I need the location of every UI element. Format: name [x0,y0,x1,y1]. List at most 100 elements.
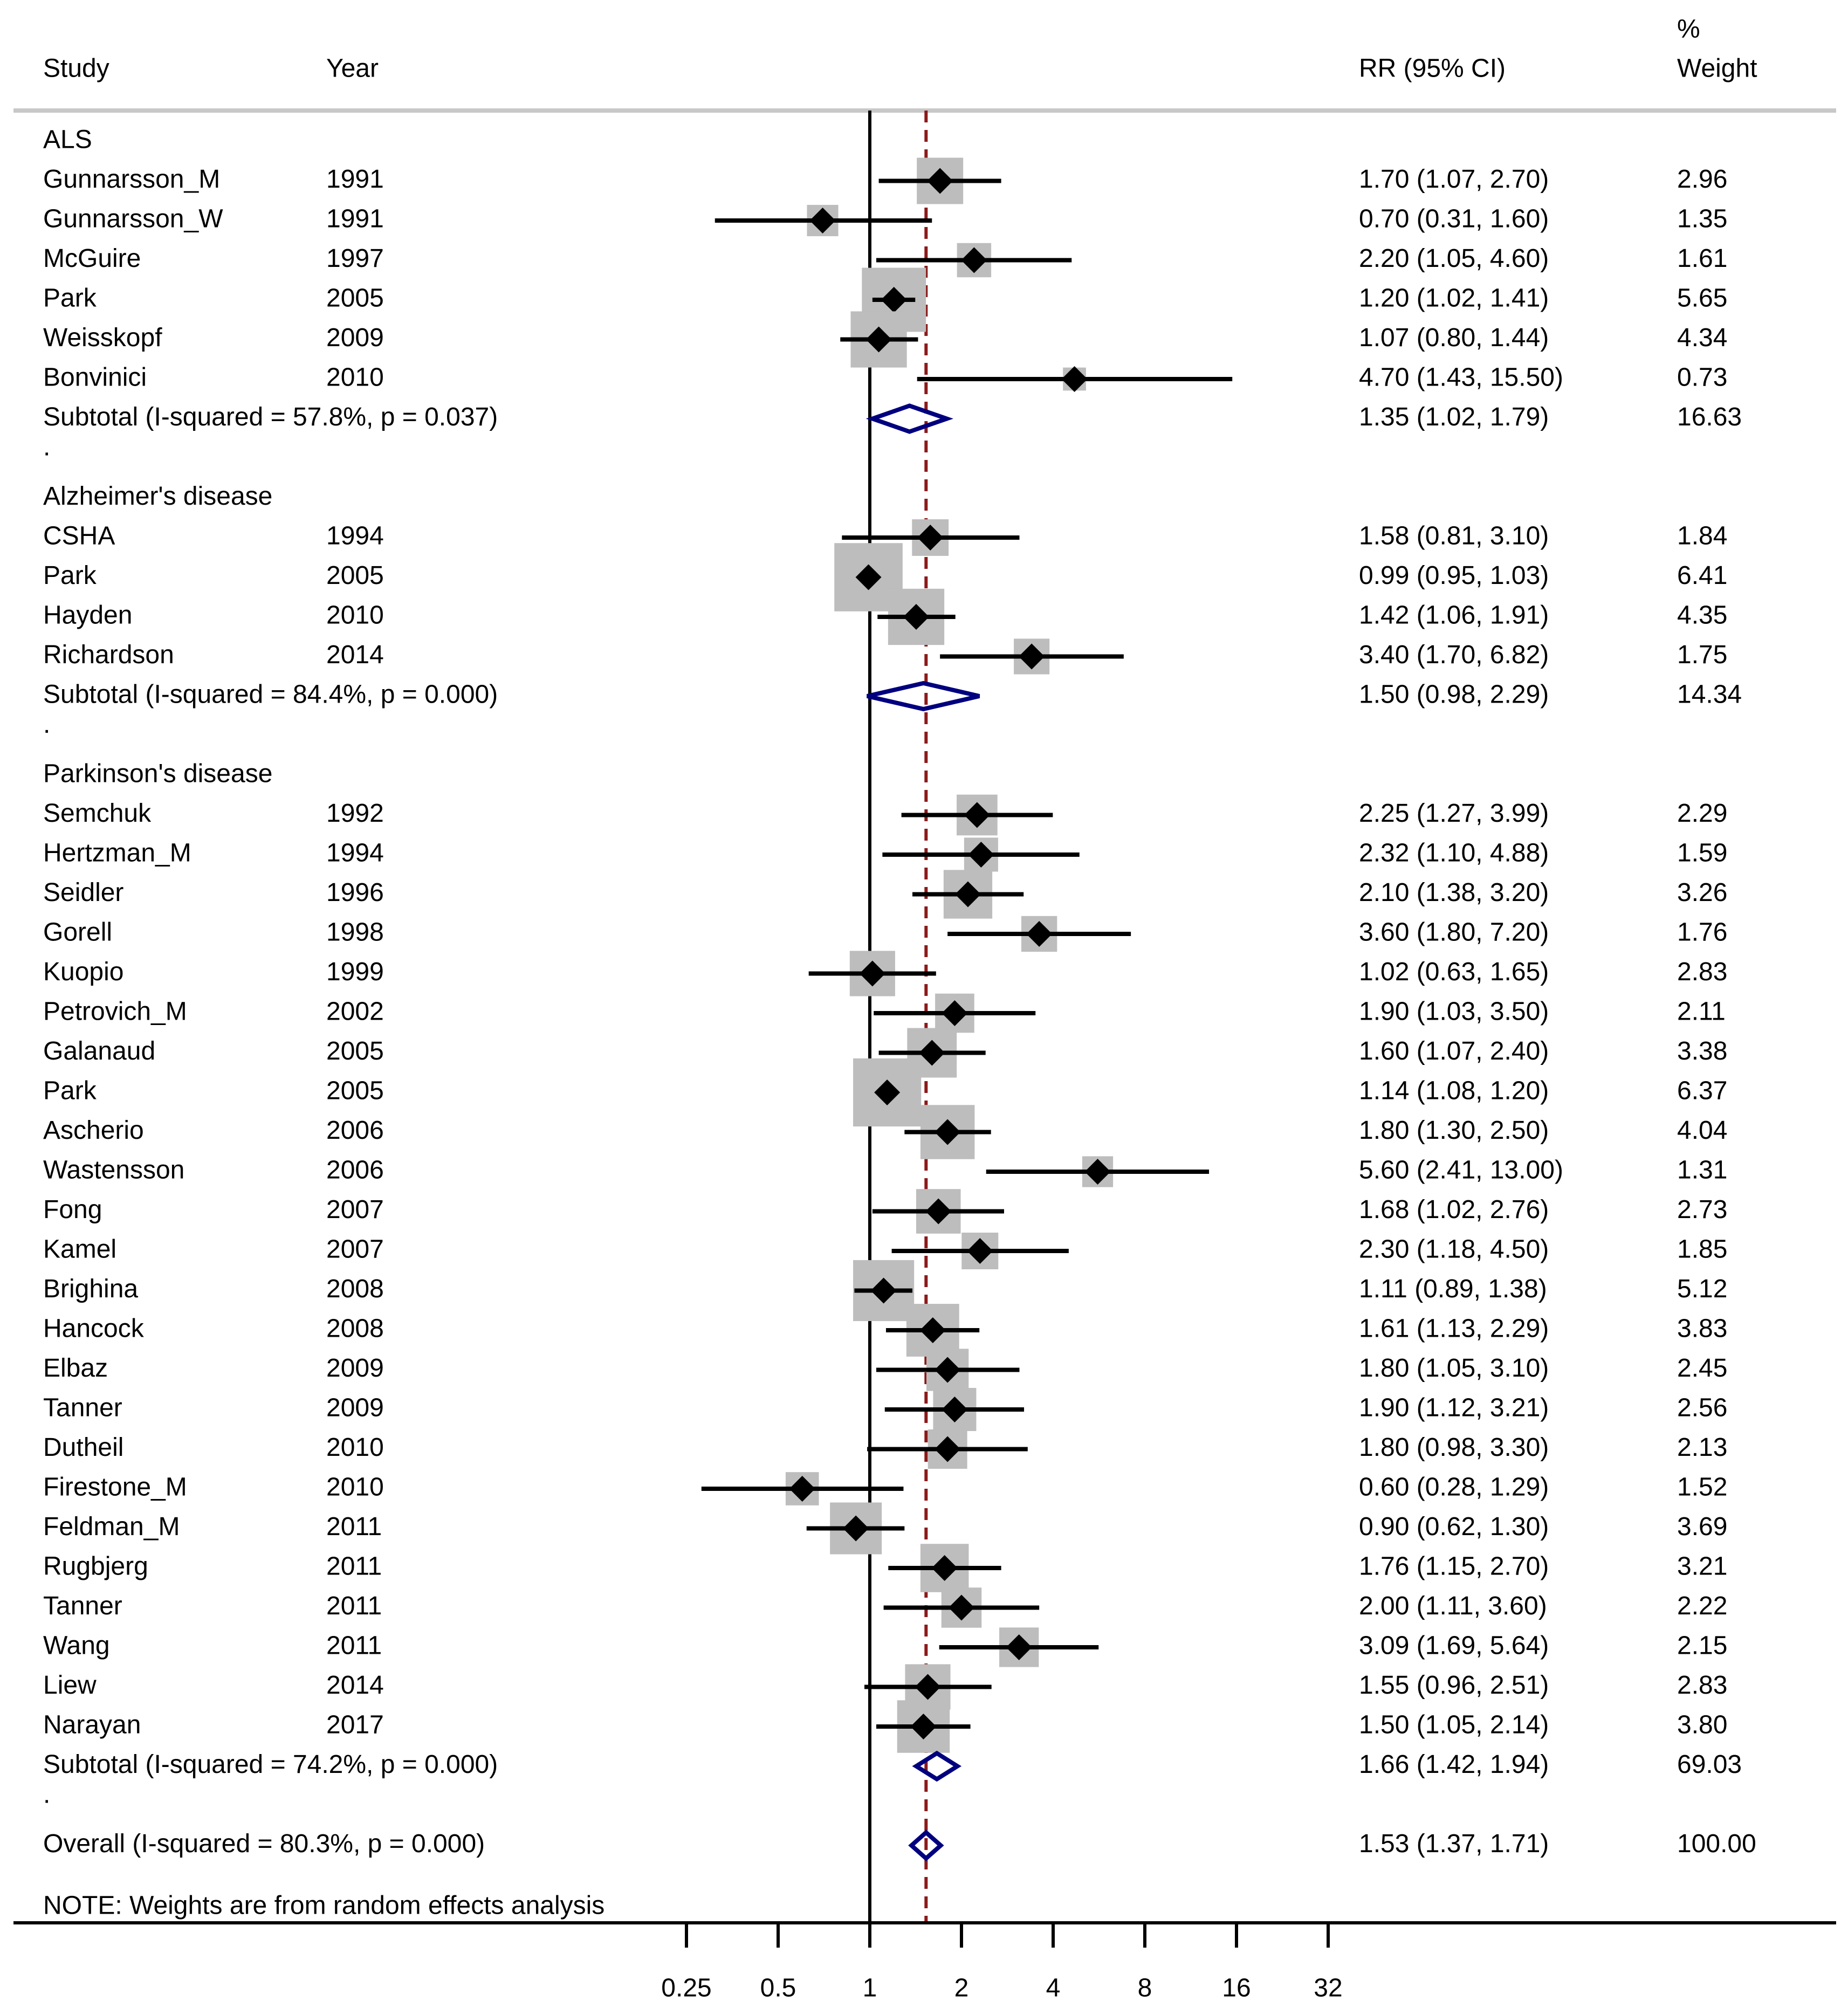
study-name: Seidler [43,878,123,907]
point-estimate [917,525,944,551]
study-ci: 1.80 (1.30, 2.50) [1359,1116,1549,1145]
point-estimate [968,842,994,868]
study-weight: 2.83 [1677,1671,1727,1700]
study-name: Park [43,1077,97,1105]
point-estimate [855,564,882,590]
point-estimate [927,168,953,194]
study-ci: 0.70 (0.31, 1.60) [1359,205,1549,233]
study-weight: 1.31 [1677,1156,1727,1185]
study-weight: 4.34 [1677,324,1727,352]
subtotal-ci: 1.66 (1.42, 1.94) [1359,1750,1549,1779]
study-name: Bonvinici [43,363,147,392]
study-ci: 3.09 (1.69, 5.64) [1359,1632,1549,1660]
point-estimate [874,1079,901,1105]
spacer-dot: . [43,710,50,739]
study-year: 2005 [326,1037,384,1065]
group-label: ALS [43,126,92,154]
subtotal-diamond [867,680,980,712]
study-name: Fong [43,1195,102,1224]
study-weight: 4.35 [1677,601,1727,630]
study-ci: 1.14 (1.08, 1.20) [1359,1077,1549,1105]
study-ci: 1.80 (0.98, 3.30) [1359,1433,1549,1462]
study-ci: 2.20 (1.05, 4.60) [1359,244,1549,273]
study-year: 2010 [326,1473,384,1502]
overall-ci: 1.53 (1.37, 1.71) [1359,1830,1549,1858]
study-year: 2017 [326,1711,384,1739]
study-weight: 3.80 [1677,1711,1727,1739]
study-name: Liew [43,1671,97,1700]
study-weight: 2.22 [1677,1592,1727,1620]
study-name: Richardson [43,641,174,669]
study-year: 2008 [326,1275,384,1303]
study-ci: 1.70 (1.07, 2.70) [1359,165,1549,194]
study-ci: 4.70 (1.43, 15.50) [1359,363,1563,392]
study-year: 2007 [326,1235,384,1264]
study-name: Gunnarsson_W [43,205,223,233]
subtotal-diamond [912,1750,962,1782]
subtotal-weight: 14.34 [1677,680,1742,709]
header-study: Study [43,54,109,83]
study-name: Rugbjerg [43,1552,148,1581]
point-estimate [1061,366,1088,392]
study-name: Park [43,561,97,590]
study-year: 2005 [326,284,384,313]
study-weight: 2.83 [1677,958,1727,986]
study-year: 2008 [326,1315,384,1343]
study-year: 1994 [326,522,384,551]
study-weight: 2.96 [1677,165,1727,194]
study-name: Brighina [43,1275,138,1303]
overall-weight: 100.00 [1677,1830,1756,1858]
study-name: Tanner [43,1394,122,1422]
study-ci: 1.58 (0.81, 3.10) [1359,522,1549,551]
study-name: Weisskopf [43,324,162,352]
study-weight: 2.11 [1677,998,1726,1026]
study-year: 2009 [326,1394,384,1422]
study-year: 1994 [326,839,384,868]
point-estimate [931,1555,958,1581]
study-year: 2007 [326,1195,384,1224]
study-year: 2011 [326,1512,382,1541]
study-name: Wastensson [43,1156,184,1185]
point-estimate [954,881,981,907]
study-ci: 0.90 (0.62, 1.30) [1359,1512,1549,1541]
overall-label: Overall (I-squared = 80.3%, p = 0.000) [43,1830,485,1858]
study-name: Firestone_M [43,1473,187,1502]
study-ci: 1.68 (1.02, 2.76) [1359,1195,1549,1224]
study-year: 1992 [326,799,384,828]
study-weight: 1.84 [1677,522,1727,551]
study-ci: 2.00 (1.11, 3.60) [1359,1592,1547,1620]
subtotal-weight: 69.03 [1677,1750,1742,1779]
group-label: Parkinson's disease [43,760,272,788]
study-name: Petrovich_M [43,998,187,1026]
study-ci: 1.76 (1.15, 2.70) [1359,1552,1549,1581]
study-weight: 1.85 [1677,1235,1727,1264]
study-year: 2002 [326,998,384,1026]
study-name: Kuopio [43,958,123,986]
study-weight: 3.21 [1677,1552,1727,1581]
study-weight: 0.73 [1677,363,1727,392]
study-weight: 6.41 [1677,561,1727,590]
spacer-dot: . [43,1780,50,1809]
study-name: Park [43,284,97,313]
study-year: 2010 [326,363,384,392]
x-tick-label: 0.5 [760,1974,796,2001]
point-estimate [865,326,892,353]
x-tick-label: 16 [1222,1974,1251,2001]
point-estimate [915,1674,941,1700]
study-name: Galanaud [43,1037,155,1065]
study-weight: 1.52 [1677,1473,1727,1502]
study-ci: 1.20 (1.02, 1.41) [1359,284,1549,313]
study-year: 1998 [326,918,384,947]
study-ci: 1.11 (0.89, 1.38) [1359,1275,1547,1303]
study-ci: 1.90 (1.03, 3.50) [1359,998,1549,1026]
study-ci: 0.99 (0.95, 1.03) [1359,561,1549,590]
study-name: Hancock [43,1315,145,1343]
point-estimate [1019,643,1045,670]
study-name: Narayan [43,1711,141,1739]
study-ci: 1.50 (1.05, 2.14) [1359,1711,1549,1739]
study-year: 2009 [326,1354,384,1383]
point-estimate [925,1198,952,1225]
point-estimate [919,1317,946,1343]
point-estimate [935,1119,961,1145]
